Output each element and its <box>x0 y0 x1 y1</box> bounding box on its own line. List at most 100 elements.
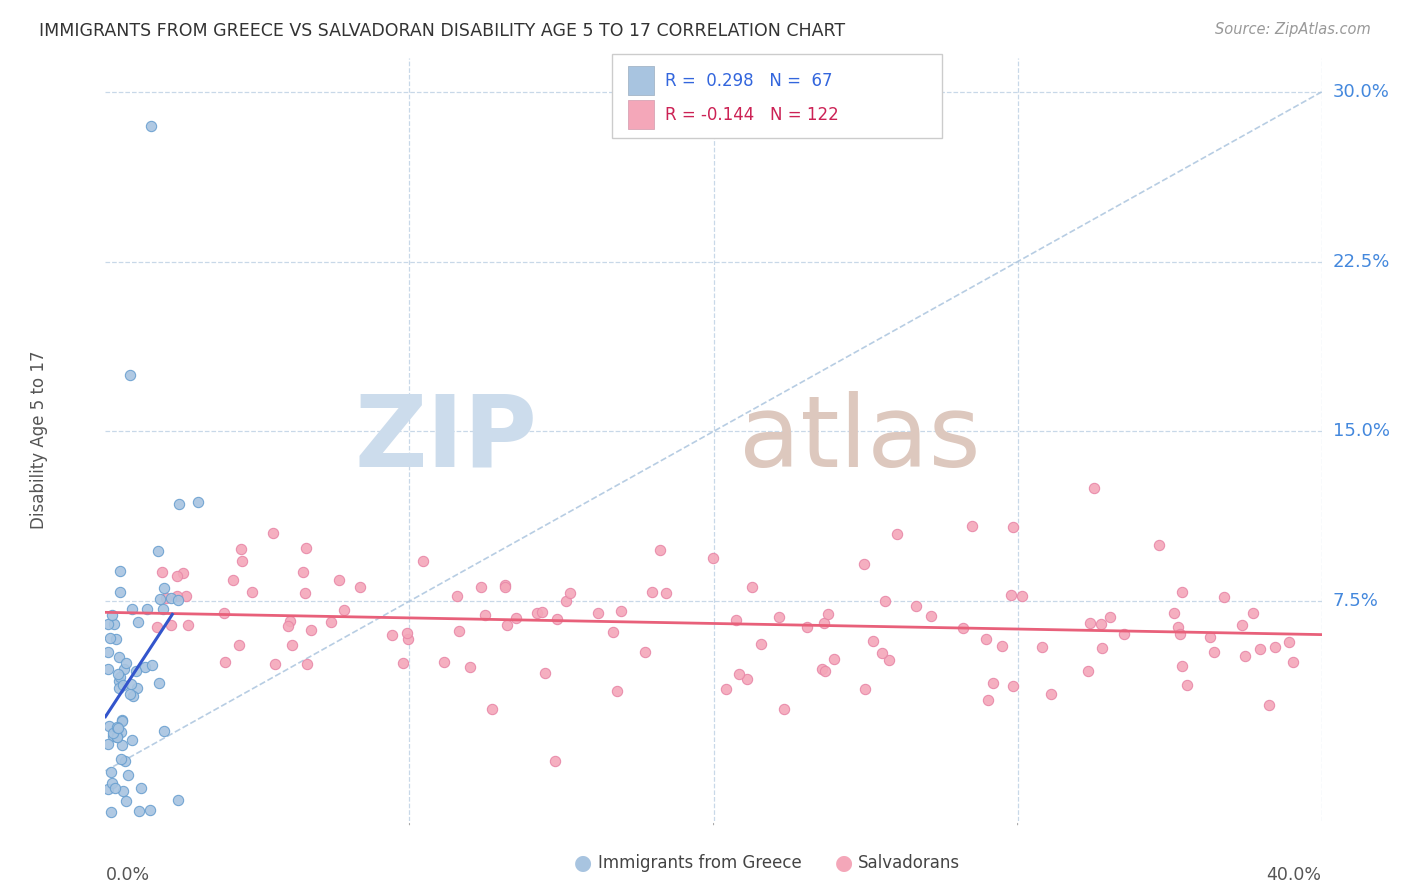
Point <box>606 683 628 698</box>
Text: 30.0%: 30.0% <box>1333 83 1389 101</box>
Point <box>749 637 772 651</box>
Point <box>741 580 763 594</box>
Point <box>118 687 141 701</box>
Point <box>817 607 839 621</box>
Point <box>222 574 245 588</box>
Text: Salvadorans: Salvadorans <box>858 855 960 872</box>
Point <box>1278 635 1301 649</box>
Point <box>295 657 318 672</box>
Point <box>138 803 160 817</box>
Point <box>654 586 676 600</box>
Point <box>121 733 143 747</box>
Point <box>281 638 304 652</box>
Point <box>174 589 197 603</box>
Point <box>152 723 174 738</box>
Point <box>811 662 834 676</box>
Point <box>952 621 974 635</box>
Point <box>110 752 132 766</box>
Point <box>1241 606 1264 620</box>
Point <box>768 609 790 624</box>
Point <box>1099 609 1122 624</box>
Point <box>1171 585 1194 599</box>
Point <box>105 730 128 744</box>
Point <box>101 730 124 744</box>
Text: Immigrants from Greece: Immigrants from Greece <box>598 855 801 872</box>
Point <box>724 613 747 627</box>
Point <box>294 586 316 600</box>
Point <box>103 726 125 740</box>
Point <box>105 632 128 647</box>
Point <box>128 804 150 818</box>
Point <box>277 619 299 633</box>
Point <box>127 615 149 629</box>
Point <box>648 543 671 558</box>
Point <box>1264 640 1286 654</box>
Point <box>870 646 893 660</box>
Point <box>108 673 131 688</box>
Point <box>97 782 120 797</box>
Point <box>319 615 342 629</box>
Point <box>823 652 845 666</box>
Point <box>264 657 287 672</box>
Text: 40.0%: 40.0% <box>1267 866 1322 884</box>
Point <box>991 639 1014 653</box>
Point <box>1031 640 1053 654</box>
Point <box>148 544 170 558</box>
Text: IMMIGRANTS FROM GREECE VS SALVADORAN DISABILITY AGE 5 TO 17 CORRELATION CHART: IMMIGRANTS FROM GREECE VS SALVADORAN DIS… <box>39 22 845 40</box>
Point <box>1001 679 1024 693</box>
Point <box>1213 591 1236 605</box>
Point <box>446 589 468 603</box>
Point <box>449 624 471 639</box>
Text: ●: ● <box>575 854 592 873</box>
Point <box>1175 678 1198 692</box>
Point <box>118 368 141 382</box>
Point <box>108 585 131 599</box>
Point <box>212 606 235 620</box>
Point <box>278 614 301 628</box>
Point <box>110 670 132 684</box>
Point <box>960 519 983 533</box>
Point <box>129 781 152 796</box>
Point <box>328 573 350 587</box>
Point <box>481 701 503 715</box>
Point <box>105 728 128 742</box>
Point <box>586 606 609 620</box>
Point <box>474 608 496 623</box>
Point <box>702 551 724 566</box>
Point <box>505 611 527 625</box>
Point <box>231 554 253 568</box>
Point <box>100 765 122 780</box>
Point <box>155 591 177 606</box>
Point <box>101 776 124 790</box>
Point <box>1204 645 1226 659</box>
Text: R = -0.144   N = 122: R = -0.144 N = 122 <box>665 105 839 123</box>
Point <box>105 720 128 734</box>
Point <box>530 605 553 619</box>
Point <box>396 632 419 647</box>
Point <box>886 527 908 541</box>
Point <box>103 617 125 632</box>
Point <box>105 730 128 744</box>
Point <box>228 638 250 652</box>
Point <box>470 580 492 594</box>
Point <box>111 713 134 727</box>
Point <box>412 554 434 568</box>
Point <box>494 580 516 594</box>
Point <box>159 618 181 632</box>
Point <box>526 607 548 621</box>
Point <box>1168 627 1191 641</box>
Point <box>108 564 131 578</box>
Point <box>977 693 1000 707</box>
Point <box>114 657 136 671</box>
Point <box>108 681 131 695</box>
Point <box>641 585 664 599</box>
Point <box>433 655 456 669</box>
Point <box>495 618 517 632</box>
Point <box>602 625 624 640</box>
Point <box>214 656 236 670</box>
Point <box>98 631 121 645</box>
Point <box>292 565 315 579</box>
Point <box>115 794 138 808</box>
Point <box>112 662 135 676</box>
Point <box>634 645 657 659</box>
